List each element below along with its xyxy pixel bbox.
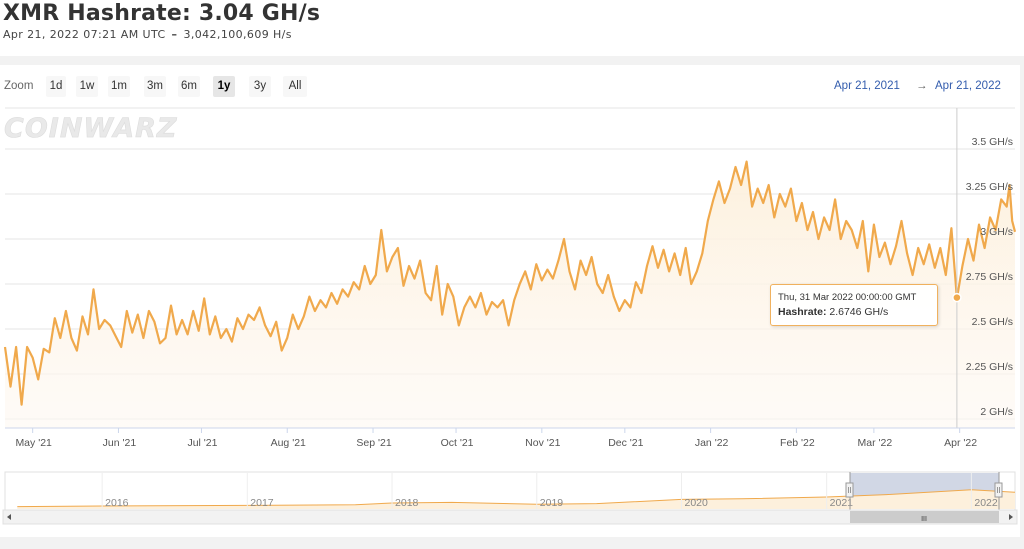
hashrate-area <box>5 161 1015 428</box>
bottom-strip <box>0 540 1024 549</box>
y-tick-label: 2.5 GH/s <box>972 316 1013 328</box>
x-tick-label: Jun '21 <box>103 437 137 449</box>
tooltip-date: Thu, 31 Mar 2022 00:00:00 GMT <box>778 292 917 303</box>
y-axis-labels: 2 GH/s 2.25 GH/s 2.5 GH/s 2.75 GH/s 3 GH/s 3.… <box>966 136 1013 418</box>
y-tick-label: 3 GH/s <box>980 226 1013 238</box>
scroll-right-arrow-icon[interactable] <box>1009 514 1013 520</box>
watermark-logo: COINWARZ <box>4 113 178 144</box>
x-tick-label: Apr '22 <box>944 437 977 449</box>
subtitle-separator: – <box>171 28 178 41</box>
zoom-button-1d[interactable]: 1d <box>46 76 66 97</box>
tooltip: Thu, 31 Mar 2022 00:00:00 GMT Hashrate: … <box>770 284 938 326</box>
y-tick-label: 2.25 GH/s <box>966 361 1013 373</box>
scrollbar[interactable]: III <box>2 509 1018 525</box>
navigator-year-label: 2017 <box>250 497 274 509</box>
navigator-area <box>17 489 1016 509</box>
navigator-line <box>17 489 1016 508</box>
zoom-button-1m[interactable]: 1m <box>108 76 130 97</box>
timestamp: Apr 21, 2022 07:21 AM UTC <box>3 28 166 41</box>
x-tick-label: Sep '21 <box>356 437 391 449</box>
navigator-year-label: 2018 <box>395 497 419 509</box>
navigator-year-label: 2020 <box>685 497 709 509</box>
tooltip-value: 2.6746 GH/s <box>829 306 889 318</box>
zoom-button-3m[interactable]: 3m <box>144 76 166 97</box>
x-tick-label: Jan '22 <box>695 437 729 449</box>
page-header: XMR Hashrate: 3.04 GH/s Apr 21, 2022 07:… <box>0 0 1024 56</box>
hashrate-line <box>3 160 1017 406</box>
range-to[interactable]: Apr 21, 2022 <box>935 80 1001 92</box>
x-tick-label: Oct '21 <box>441 437 474 449</box>
tooltip-series-label: Hashrate: <box>778 306 827 318</box>
navigator[interactable]: 2016 2017 2018 2019 2020 2021 2022 <box>4 471 1016 511</box>
range-from[interactable]: Apr 21, 2021 <box>834 80 900 92</box>
page-title: XMR Hashrate: 3.04 GH/s <box>3 1 321 26</box>
zoom-button-1y[interactable]: 1y <box>213 76 235 97</box>
x-tick-label: Feb '22 <box>780 437 815 449</box>
hashrate-raw: 3,042,100,609 H/s <box>183 28 292 41</box>
hover-marker <box>952 292 962 303</box>
x-tick-label: Aug '21 <box>271 437 306 449</box>
navigator-left-handle[interactable] <box>845 482 854 498</box>
x-tick-label: Nov '21 <box>525 437 560 449</box>
y-tick-label: 2 GH/s <box>980 406 1013 418</box>
zoom-button-1w[interactable]: 1w <box>76 76 98 97</box>
zoom-label: Zoom <box>4 80 34 92</box>
y-tick-label: 2.75 GH/s <box>966 271 1013 283</box>
navigator-year-label: 2016 <box>105 497 129 509</box>
x-tick-label: May '21 <box>15 437 52 449</box>
zoom-button-All[interactable]: All <box>283 76 307 97</box>
tooltip-value-row: Hashrate: 2.6746 GH/s <box>778 306 888 318</box>
navigator-year-label: 2021 <box>830 497 854 509</box>
zoom-button-3y[interactable]: 3y <box>249 76 271 97</box>
x-tick-label: Jul '21 <box>187 437 217 449</box>
scrollbar-grip-icon: III <box>921 516 927 523</box>
navigator-year-label: 2019 <box>540 497 564 509</box>
zoom-button-6m[interactable]: 6m <box>178 76 200 97</box>
scrollbar-thumb[interactable] <box>850 511 999 523</box>
x-tick-label: Dec '21 <box>608 437 643 449</box>
x-tick-label: Mar '22 <box>858 437 893 449</box>
navigator-right-handle[interactable] <box>994 482 1003 498</box>
scrollbar-track[interactable] <box>2 509 1018 525</box>
y-tick-label: 3.5 GH/s <box>972 136 1013 148</box>
range-arrow: → <box>916 80 928 92</box>
subtitle: Apr 21, 2022 07:21 AM UTC –3,042,100,609 … <box>3 28 292 41</box>
x-axis-labels: May '21 Jun '21 Jul '21 Aug '21 Sep '21 Oct '… <box>15 428 977 449</box>
navigator-year-labels: 2016 2017 2018 2019 2020 2021 2022 <box>101 473 998 509</box>
scroll-left-arrow-icon[interactable] <box>7 514 11 520</box>
navigator-year-label: 2022 <box>974 497 998 509</box>
y-tick-label: 3.25 GH/s <box>966 181 1013 193</box>
